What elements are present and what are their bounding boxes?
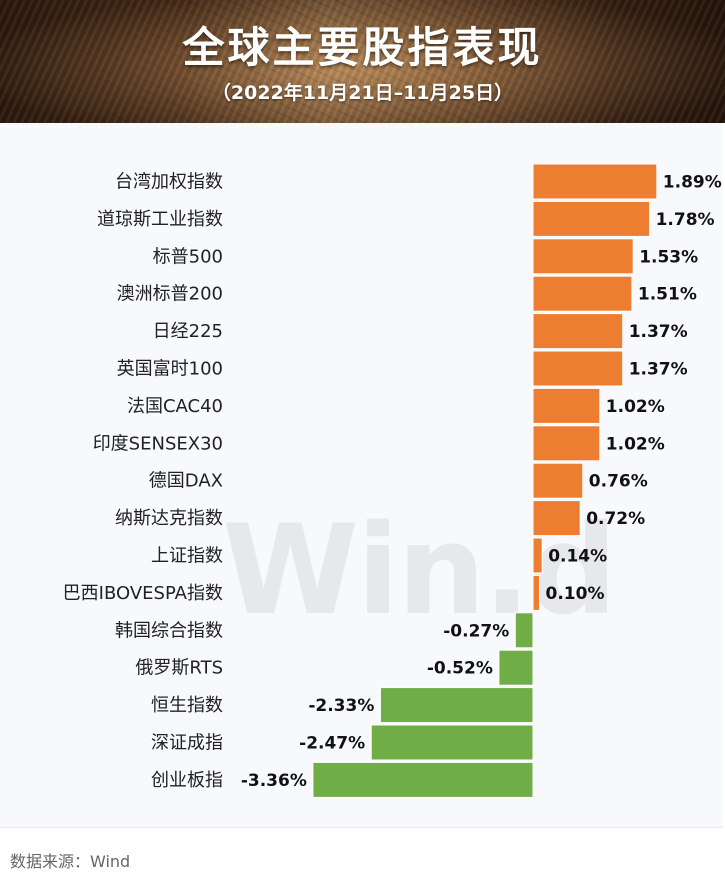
category-label: 英国富时100 — [117, 359, 223, 380]
bar-3 — [532, 275, 633, 312]
value-label: 0.10% — [546, 584, 605, 604]
category-label: 深证成指 — [151, 733, 223, 754]
value-label: 1.02% — [606, 397, 665, 417]
value-label: 0.72% — [586, 509, 645, 529]
bar-6 — [532, 387, 601, 424]
bar-4 — [532, 313, 624, 350]
value-label: -2.33% — [308, 696, 374, 716]
bar-9 — [532, 500, 581, 537]
category-label: 巴西IBOVESPA指数 — [63, 583, 223, 604]
value-label: -0.27% — [443, 621, 509, 641]
value-label: -2.47% — [299, 734, 365, 754]
category-label: 俄罗斯RTS — [135, 658, 223, 679]
category-label: 台湾加权指数 — [115, 172, 223, 193]
bar-13 — [498, 649, 534, 686]
value-label: 1.37% — [629, 360, 688, 380]
bar-5 — [532, 350, 624, 387]
value-label: 1.53% — [639, 247, 698, 267]
chart-panel: Win.d 台湾加权指数 1.89% 道琼斯工业指数 1.78% 标普500 1.53% 澳… — [0, 123, 723, 828]
bar-0 — [532, 163, 658, 200]
bar-2 — [532, 238, 634, 275]
category-label: 法国CAC40 — [127, 396, 223, 417]
bar-16 — [312, 761, 534, 798]
category-label: 印度SENSEX30 — [93, 433, 223, 454]
bar-14 — [379, 687, 534, 724]
category-label: 恒生指数 — [151, 695, 223, 716]
value-label: -3.36% — [241, 771, 307, 791]
header-banner: 全球主要股指表现 （2022年11月21日–11月25日） — [0, 0, 725, 123]
category-label: 创业板指 — [151, 770, 223, 791]
category-label: 道琼斯工业指数 — [97, 209, 223, 230]
category-label: 纳斯达克指数 — [115, 508, 223, 529]
bar-12 — [514, 612, 534, 649]
category-label: 上证指数 — [151, 546, 223, 567]
value-label: -0.52% — [427, 659, 493, 679]
header-background — [0, 0, 725, 123]
bar-11 — [532, 574, 541, 611]
chart-subtitle: （2022年11月21日–11月25日） — [211, 82, 514, 104]
value-label: 1.78% — [656, 210, 715, 230]
bar-7 — [532, 425, 601, 462]
category-label: 标普500 — [153, 246, 223, 267]
bar-15 — [370, 724, 534, 761]
category-label: 韩国综合指数 — [115, 620, 223, 641]
value-label: 0.76% — [589, 472, 648, 492]
value-label: 1.02% — [606, 434, 665, 454]
value-label: 1.51% — [638, 285, 697, 305]
category-label: 日经225 — [153, 321, 223, 342]
category-label: 德国DAX — [149, 471, 223, 492]
bar-1 — [532, 200, 651, 237]
value-label: 1.37% — [629, 322, 688, 342]
source-note: 数据来源：Wind — [10, 852, 131, 871]
value-label: 0.14% — [548, 547, 607, 567]
bar-8 — [532, 462, 584, 499]
bar-chart: 台湾加权指数 1.89% 道琼斯工业指数 1.78% 标普500 1.53% 澳洲标普200… — [63, 163, 722, 798]
value-label: 1.89% — [663, 173, 722, 193]
bar-10 — [532, 537, 543, 574]
chart-title: 全球主要股指表现 — [182, 23, 543, 72]
category-label: 澳洲标普200 — [117, 284, 223, 305]
